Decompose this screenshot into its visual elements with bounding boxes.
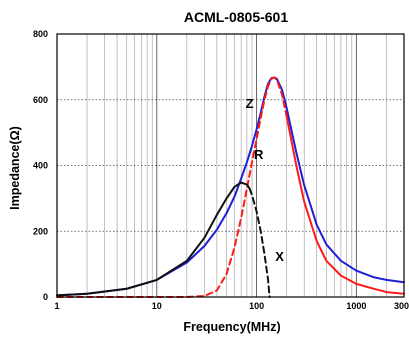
series-group bbox=[56, 76, 405, 298]
curve-label-z: Z bbox=[246, 96, 254, 111]
series-r-tail bbox=[285, 115, 405, 295]
x-axis-label: Frequency(MHz) bbox=[183, 320, 280, 334]
series-x bbox=[56, 181, 251, 297]
y-tick-labels: 0 200 400 600 800 bbox=[33, 29, 48, 302]
y-tick-label: 800 bbox=[33, 29, 48, 39]
y-tick-label: 400 bbox=[33, 161, 48, 171]
grid bbox=[57, 34, 405, 297]
series-z bbox=[56, 76, 405, 297]
series-r bbox=[56, 76, 288, 298]
y-tick-label: 0 bbox=[43, 292, 48, 302]
y-tick-label: 200 bbox=[33, 226, 48, 236]
x-tick-label: 100 bbox=[249, 301, 264, 311]
x-tick-label: 1 bbox=[54, 301, 59, 311]
x-tick-label: 10 bbox=[152, 301, 162, 311]
x-tick-label: 1000 bbox=[346, 301, 366, 311]
curve-label-x: X bbox=[275, 249, 284, 264]
curve-labels: Z R X bbox=[246, 96, 285, 264]
series-x-tail bbox=[248, 187, 271, 298]
chart-title: ACML-0805-601 bbox=[184, 9, 288, 25]
curve-label-r: R bbox=[254, 147, 264, 162]
y-axis-label: Impedance(Ω) bbox=[8, 126, 22, 210]
plot-frame bbox=[56, 33, 405, 298]
y-tick-label: 600 bbox=[33, 95, 48, 105]
